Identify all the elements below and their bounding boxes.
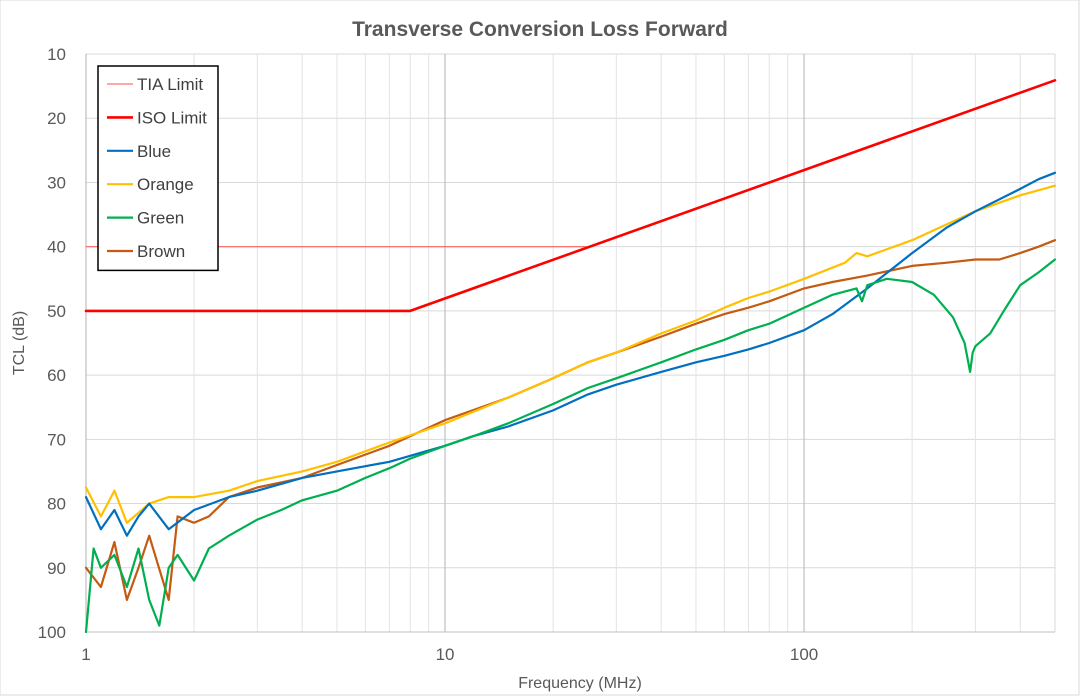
y-tick-label: 60 <box>47 366 66 385</box>
y-tick-label: 30 <box>47 173 66 192</box>
y-tick-label: 90 <box>47 559 66 578</box>
y-axis-label: TCL (dB) <box>11 311 28 375</box>
legend-entry-label: TIA Limit <box>137 75 203 94</box>
y-tick-label: 100 <box>38 623 66 642</box>
x-axis-label: Frequency (MHz) <box>518 675 642 692</box>
series-line-blue <box>84 171 1057 537</box>
plot-lines <box>84 79 1057 634</box>
legend: TIA Limit ISO Limit Blue Orange Green Brown <box>97 65 219 272</box>
x-tick-label: 100 <box>790 645 818 664</box>
legend-entry-label: Blue <box>137 142 171 161</box>
series-line-green <box>84 258 1057 634</box>
x-axis-ticks: 1 10 100 <box>81 645 818 664</box>
legend-entry-label: Green <box>137 209 184 228</box>
chart-title: Transverse Conversion Loss Forward <box>352 18 728 41</box>
x-tick-label: 10 <box>436 645 455 664</box>
y-axis-ticks: 10 20 30 40 50 60 70 80 90 100 <box>38 45 66 642</box>
series-line-iso-limit <box>84 79 1057 313</box>
legend-entry-label: Orange <box>137 175 194 194</box>
y-tick-label: 20 <box>47 109 66 128</box>
y-tick-label: 80 <box>47 495 66 514</box>
y-tick-label: 10 <box>47 45 66 64</box>
y-tick-label: 40 <box>47 238 66 257</box>
legend-entry-label: Brown <box>137 242 185 261</box>
legend-entry-label: ISO Limit <box>137 108 207 127</box>
y-tick-label: 50 <box>47 302 66 321</box>
series-line-orange <box>84 184 1057 524</box>
legend-box <box>97 65 219 272</box>
gridlines <box>85 53 1056 633</box>
y-tick-label: 70 <box>47 430 66 449</box>
x-tick-label: 1 <box>81 645 90 664</box>
